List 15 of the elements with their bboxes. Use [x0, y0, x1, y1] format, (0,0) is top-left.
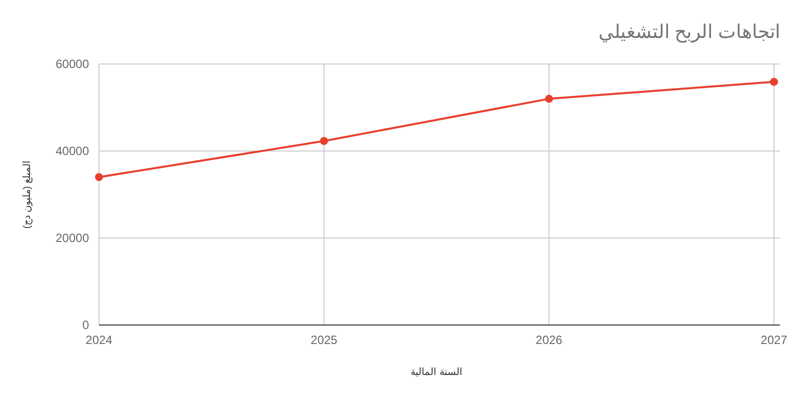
x-tick-label: 2026	[536, 333, 563, 347]
point	[320, 136, 328, 145]
point	[545, 94, 553, 103]
x-axis-title: السنة المالية	[410, 367, 462, 378]
x-tick-label: 2027	[760, 333, 788, 347]
x-tick-label: 2024	[86, 333, 113, 347]
y-tick-label: 40000	[56, 144, 90, 158]
y-tick-label: 20000	[56, 231, 90, 246]
x-tick-label: 2025	[310, 333, 338, 347]
point	[95, 173, 103, 182]
y-tick-label: 60000	[56, 57, 90, 72]
y-axis-title: المبلغ (مليون دج)	[22, 160, 33, 229]
chart-title: اتجاهات الربح التشغيلي	[598, 22, 780, 43]
point	[770, 78, 778, 86]
y-tick-label: 0	[82, 318, 90, 332]
